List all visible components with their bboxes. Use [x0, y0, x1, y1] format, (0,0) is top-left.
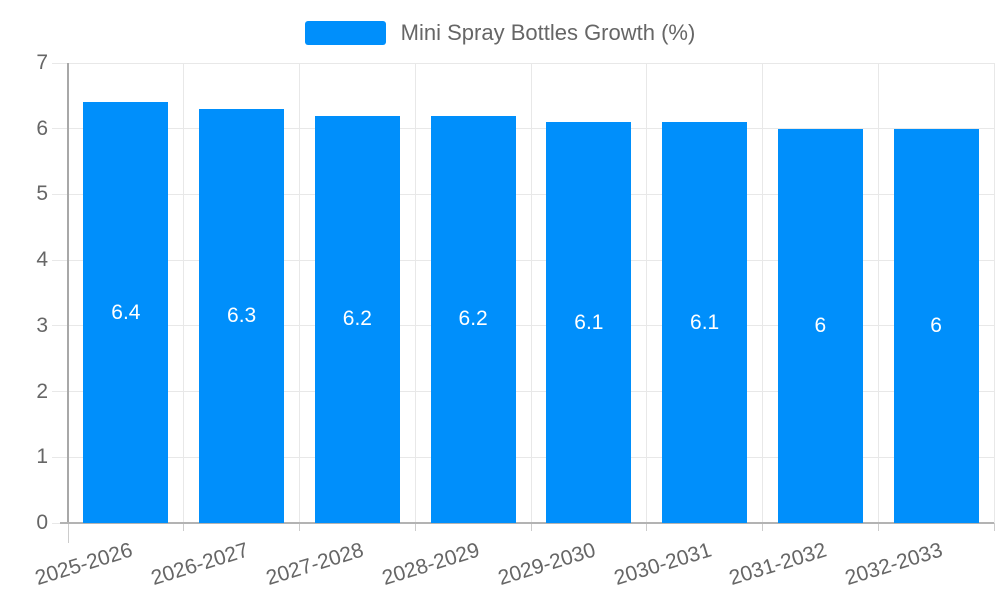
v-gridline — [993, 63, 995, 523]
h-gridline — [52, 128, 994, 130]
y-axis-label: 7 — [36, 51, 48, 74]
bar-value-label: 6.2 — [458, 307, 488, 331]
y-axis-label: 4 — [36, 248, 48, 272]
bar-value-label: 6.4 — [111, 300, 141, 324]
h-gridline — [52, 391, 994, 393]
h-gridline — [52, 259, 994, 261]
x-axis-tick — [299, 523, 300, 531]
bar[interactable] — [777, 128, 863, 523]
y-axis-label: 2 — [36, 379, 48, 403]
v-gridline — [762, 63, 763, 523]
bar-value-label: 6.1 — [690, 310, 720, 334]
bar[interactable] — [546, 122, 632, 523]
h-gridline — [52, 325, 994, 327]
y-axis-label: 6 — [36, 116, 48, 140]
bar[interactable] — [893, 128, 979, 523]
bar-value-label: 6.1 — [574, 310, 604, 334]
x-axis-tick — [877, 523, 879, 531]
bar[interactable] — [314, 115, 400, 523]
bar[interactable] — [430, 115, 516, 523]
x-axis-tick — [530, 523, 532, 531]
h-gridline — [52, 193, 994, 195]
bar-value-label: 6 — [930, 313, 942, 337]
y-axis-label: 0 — [36, 511, 48, 534]
chart-legend[interactable]: Mini Spray Bottles Growth (%) — [0, 16, 1000, 50]
bar-value-label: 6.2 — [342, 307, 372, 331]
v-gridline — [414, 63, 416, 523]
x-axis-tick — [646, 523, 648, 531]
legend-marker — [304, 21, 386, 45]
v-gridline — [877, 63, 879, 523]
y-axis-label: 3 — [36, 313, 48, 337]
h-gridline — [52, 456, 994, 458]
x-axis-tick — [67, 523, 69, 543]
bar-value-label: 6 — [814, 313, 827, 337]
v-gridline — [646, 63, 648, 523]
bar[interactable] — [662, 122, 748, 523]
y-axis-label: 1 — [36, 445, 48, 469]
bar[interactable] — [199, 109, 285, 523]
bar[interactable] — [83, 102, 169, 523]
y-axis-label: 5 — [36, 182, 48, 206]
x-axis-line — [60, 522, 994, 524]
bar-value-label: 6.3 — [227, 304, 257, 327]
x-axis-tick — [414, 523, 416, 531]
x-axis-tick — [183, 523, 185, 531]
h-gridline — [52, 62, 994, 64]
y-axis-line — [67, 63, 69, 523]
v-gridline — [183, 63, 185, 523]
x-axis-tick — [762, 523, 763, 531]
x-axis-tick — [993, 523, 995, 531]
legend-label: Mini Spray Bottles Growth (%) — [400, 20, 696, 45]
v-gridline — [299, 63, 300, 523]
v-gridline — [530, 63, 532, 523]
